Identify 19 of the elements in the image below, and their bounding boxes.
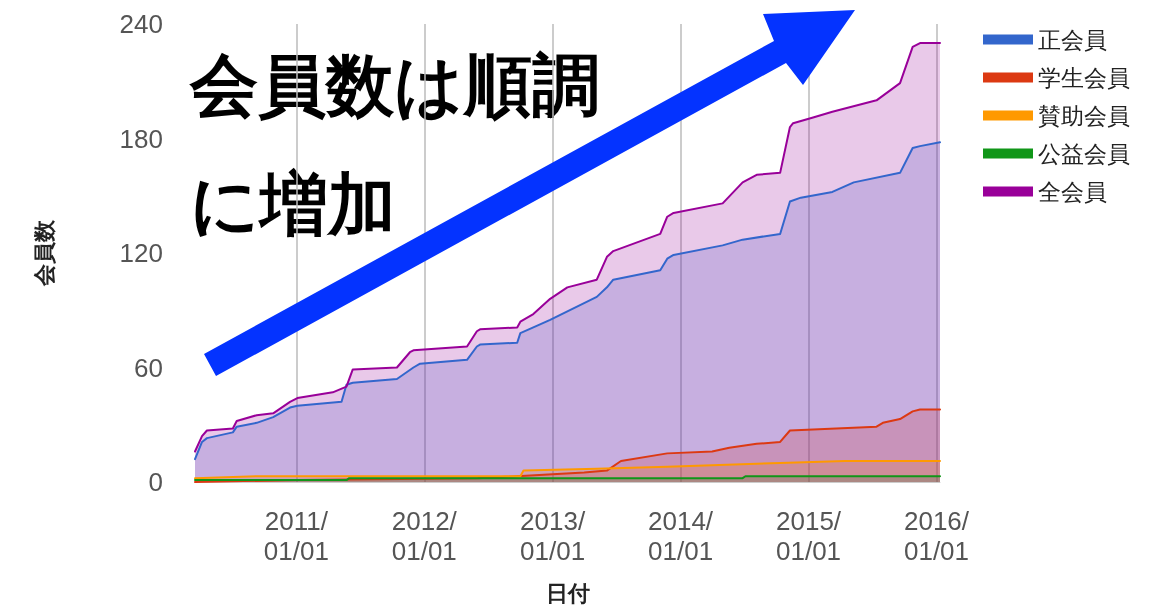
annotation: 会員数は順調に増加 bbox=[189, 46, 600, 242]
y-tick-label: 240 bbox=[119, 9, 163, 39]
x-tick-label: 2014/01/01 bbox=[648, 506, 714, 566]
x-axis-title: 日付 bbox=[545, 580, 590, 606]
x-tick-label: 2012/01/01 bbox=[391, 506, 458, 566]
x-tick-label: 2013/01/01 bbox=[520, 506, 586, 566]
y-tick-label: 120 bbox=[119, 238, 163, 268]
x-tick-label: 2015/01/01 bbox=[775, 506, 842, 566]
x-tick-label: 2016/01/01 bbox=[903, 506, 970, 566]
legend-label: 学生会員 bbox=[1038, 64, 1130, 91]
y-tick-label: 180 bbox=[119, 123, 163, 154]
legend-label: 公益会員 bbox=[1038, 140, 1130, 167]
x-tick-label: 2011/01/01 bbox=[263, 506, 329, 566]
y-tick-label: 0 bbox=[148, 467, 163, 497]
legend-label: 全会員 bbox=[1038, 178, 1107, 205]
y-tick-label: 60 bbox=[134, 352, 163, 383]
y-axis-title: 会員数 bbox=[31, 219, 57, 287]
legend-label: 正会員 bbox=[1038, 26, 1107, 53]
legend-label: 賛助会員 bbox=[1038, 102, 1130, 129]
